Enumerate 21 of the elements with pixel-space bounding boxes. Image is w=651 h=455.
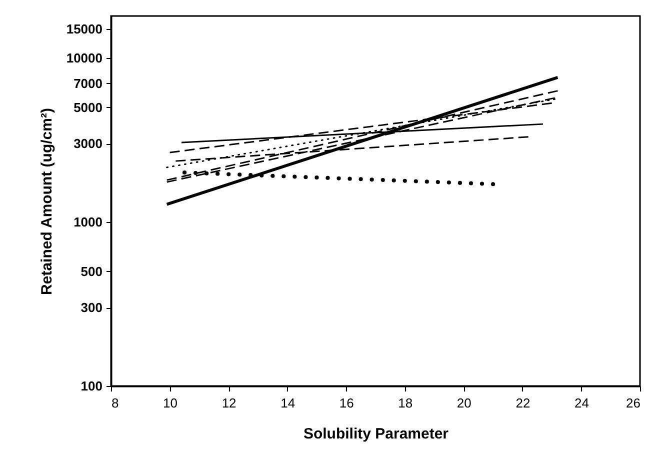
x-tick-label: 8 (112, 396, 119, 410)
x-tick-label: 22 (516, 396, 530, 410)
y-tick-label: 3000 (74, 136, 102, 152)
x-tick-label: 14 (280, 396, 296, 410)
y-tick-label: 15000 (66, 21, 102, 36)
y-axis-title: Retained Amount (ug/cm²) (38, 108, 56, 295)
y-tick-label: 7000 (74, 76, 102, 91)
x-tick-label: 24 (574, 396, 589, 410)
x-tick-label: 18 (398, 396, 413, 410)
x-tick-label: 10 (163, 396, 178, 410)
y-tick-label: 1000 (74, 214, 102, 230)
x-axis-title: Solubility Parameter (303, 426, 449, 442)
x-tick-label: 20 (456, 396, 472, 410)
x-tick-label: 26 (626, 396, 640, 410)
x-tick-label: 16 (339, 396, 354, 410)
y-tick-label: 300 (80, 300, 102, 316)
y-tick-label: 5000 (74, 100, 102, 115)
y-tick-label: 10000 (66, 50, 102, 66)
y-tick-label: 100 (80, 378, 102, 394)
y-tick-label: 500 (80, 264, 102, 279)
x-tick-label: 12 (222, 396, 236, 410)
